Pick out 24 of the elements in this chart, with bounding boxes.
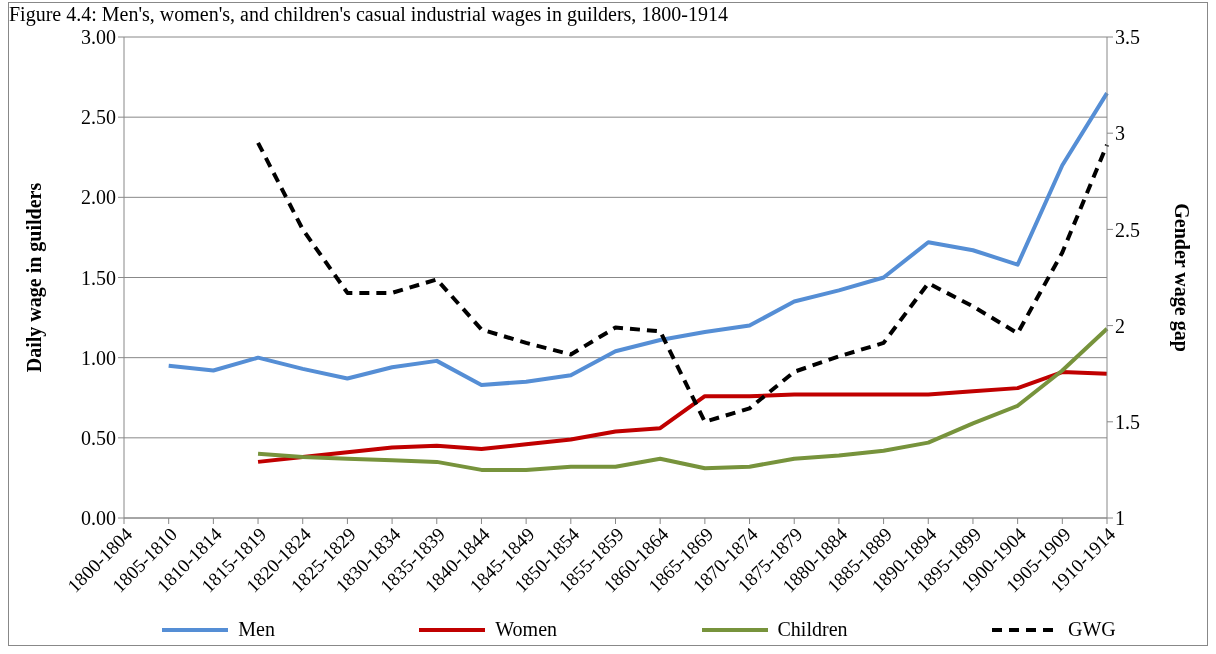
y2-axis-title: Gender wage gap — [1169, 203, 1193, 352]
y2-tick-label: 3 — [1115, 122, 1125, 145]
legend-label: Children — [776, 618, 848, 641]
y-axis-title: Daily wage in guilders — [23, 182, 47, 373]
y-tick-label: 0.00 — [81, 507, 116, 530]
chart-title: Figure 4.4: Men's, women's, and children's casual industrial wages in guilders, 1800-1914 — [9, 3, 730, 25]
y-tick-label: 0.50 — [81, 426, 116, 449]
line-series — [256, 326, 1109, 472]
line-series — [256, 370, 1109, 464]
y2-tick-label: 1.5 — [1115, 410, 1140, 433]
legend-label: GWG — [1066, 618, 1116, 641]
y-tick-label: 2.50 — [81, 106, 116, 129]
y2-tick-label: 1 — [1115, 507, 1125, 530]
legend-label: Men — [237, 618, 275, 641]
y-tick-label: 3.00 — [81, 26, 116, 49]
line-series — [256, 140, 1109, 424]
y2-tick-label: 2.5 — [1115, 218, 1140, 241]
y2-tick-label: 3.5 — [1115, 26, 1140, 49]
legend-label: Women — [494, 618, 558, 641]
line-series — [166, 91, 1109, 387]
y2-tick-label: 2 — [1115, 314, 1125, 337]
y-tick-label: 1.50 — [81, 266, 116, 289]
y-tick-label: 1.00 — [81, 346, 116, 369]
y-tick-label: 2.00 — [81, 186, 116, 209]
